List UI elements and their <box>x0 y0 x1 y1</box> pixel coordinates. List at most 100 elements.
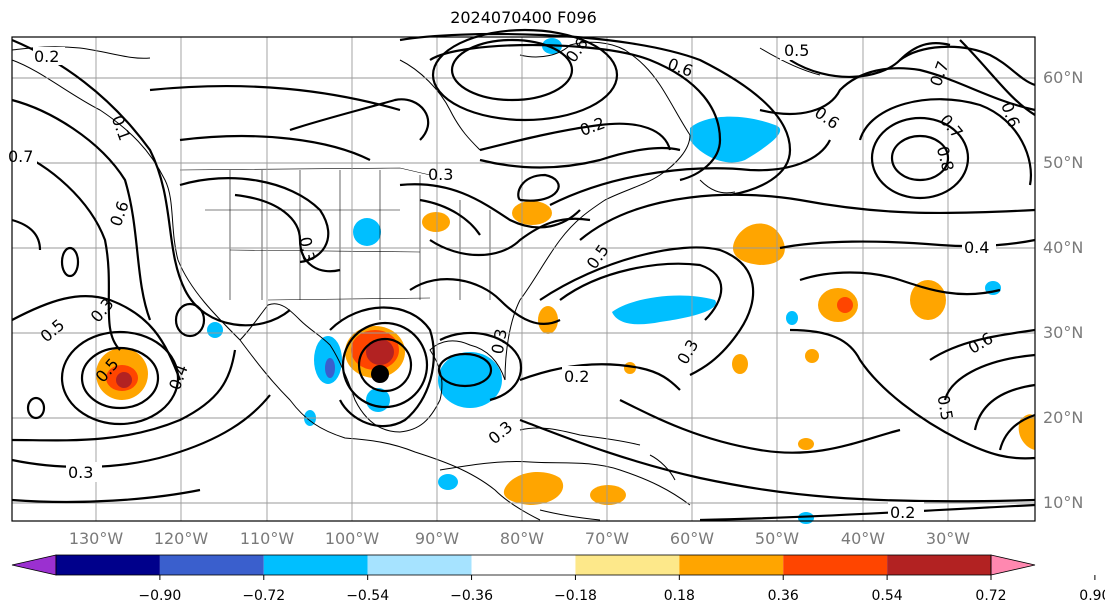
contour-label: 0.2 <box>890 503 915 522</box>
longitude-label: 60°W <box>669 529 715 548</box>
contour-line <box>179 134 371 161</box>
colorbar-segment <box>56 555 160 575</box>
contour-line <box>439 331 523 402</box>
contour-line <box>429 43 722 182</box>
contour-line <box>399 32 792 197</box>
contour-label: 0.4 <box>964 238 989 257</box>
contour-line <box>517 173 560 202</box>
longitude-label: 100°W <box>324 529 380 548</box>
contour-line <box>799 271 1001 296</box>
contour-line <box>174 302 206 338</box>
longitude-label: 30°W <box>925 529 971 548</box>
anomaly-blob <box>438 474 458 490</box>
map-background <box>12 37 1035 521</box>
colorbar-tick-label: 0.36 <box>767 588 799 604</box>
contour-line <box>329 306 435 428</box>
contour-label: 0.7 <box>8 147 33 166</box>
contour-line <box>11 148 121 351</box>
colorbar-segment <box>263 555 368 575</box>
anomaly-blob <box>438 352 502 408</box>
colorbar-extend-high <box>990 554 1036 576</box>
contour-line <box>11 488 201 504</box>
anomaly-blob <box>1018 414 1035 450</box>
contour-line <box>699 503 1036 522</box>
contour-line <box>899 45 1036 87</box>
contour-line <box>973 383 1036 431</box>
borders <box>179 167 491 320</box>
colorbar-tick-label: −0.54 <box>346 588 390 604</box>
contour-line <box>11 98 152 321</box>
longitude-label: 120°W <box>153 529 209 548</box>
anomaly-blob <box>690 116 781 163</box>
contour-line <box>437 352 493 388</box>
colorbar-frame <box>55 554 992 576</box>
anomaly-blob <box>837 297 853 313</box>
contour-line <box>929 328 1036 361</box>
colorbar-tick-label: 0.54 <box>871 588 903 604</box>
colorbar <box>11 554 1096 580</box>
colorbar-tick-label: 0.72 <box>975 588 1007 604</box>
contour-line <box>60 246 80 278</box>
contour-line <box>943 353 1036 401</box>
storm-center-marker <box>371 365 389 383</box>
anomaly-blob <box>207 322 223 338</box>
anomaly-blob <box>366 339 394 365</box>
contour-line <box>341 321 429 409</box>
contour-line <box>519 363 681 391</box>
contour-line <box>429 217 591 256</box>
contours <box>11 28 1036 522</box>
contour-line <box>479 146 681 169</box>
contour-line <box>409 278 561 325</box>
longitude-label: 80°W <box>499 529 545 548</box>
anomaly-blob <box>590 485 626 505</box>
anomaly-blob <box>798 512 814 524</box>
latitude-label: 40°N <box>1043 238 1084 257</box>
colorbar-segment <box>679 555 784 575</box>
map-frame <box>11 36 1036 522</box>
longitude-label: 40°W <box>840 529 886 548</box>
contour-line <box>619 399 901 454</box>
contour-line <box>450 38 574 102</box>
gridlines <box>12 37 1035 521</box>
colorbar-segment <box>471 555 576 575</box>
contour-line <box>579 193 1036 241</box>
contour-line <box>789 42 951 78</box>
anomaly-blob <box>422 212 450 232</box>
contour-line <box>234 193 341 273</box>
contour-line <box>779 238 1036 250</box>
colorbar-segment <box>575 555 680 575</box>
colorbar-segment <box>887 555 991 575</box>
contour-line <box>559 262 723 321</box>
contour-line <box>858 98 1032 186</box>
contour-line <box>870 116 970 200</box>
contour-line <box>399 183 581 229</box>
colorbar-extend-low <box>11 554 57 576</box>
anomaly-blob <box>732 354 748 374</box>
latitude-label: 60°N <box>1043 68 1084 87</box>
contour-line <box>26 396 46 420</box>
contour-line <box>149 84 401 112</box>
contour-line <box>419 198 481 236</box>
contour-line <box>759 67 1036 115</box>
contour-line <box>11 294 182 381</box>
anomaly-blob <box>353 218 381 246</box>
latitude-label: 10°N <box>1043 493 1084 512</box>
colorbar-segment <box>783 555 888 575</box>
colorbar-tick-label: −0.90 <box>138 588 182 604</box>
anomaly-blob <box>325 358 335 378</box>
contour-line <box>789 328 1036 460</box>
anomaly-blob <box>805 349 819 363</box>
contour-line <box>11 349 237 442</box>
colorbar-tick-label: −0.36 <box>450 588 493 604</box>
contour-line <box>289 98 430 141</box>
contour-label: 0.3 <box>428 165 453 184</box>
latitude-label: 30°N <box>1043 323 1084 342</box>
contour-label: 0.3 <box>296 235 319 263</box>
longitude-label: 110°W <box>239 529 295 548</box>
colorbar-tick-label: 0.90 <box>1079 588 1105 604</box>
contour-line <box>11 394 271 469</box>
contour-label: 0.3 <box>68 463 93 482</box>
map-title: 2024070400 F096 <box>450 8 597 27</box>
contour-label: 0.3 <box>488 327 511 355</box>
anomaly-blob <box>116 372 132 388</box>
